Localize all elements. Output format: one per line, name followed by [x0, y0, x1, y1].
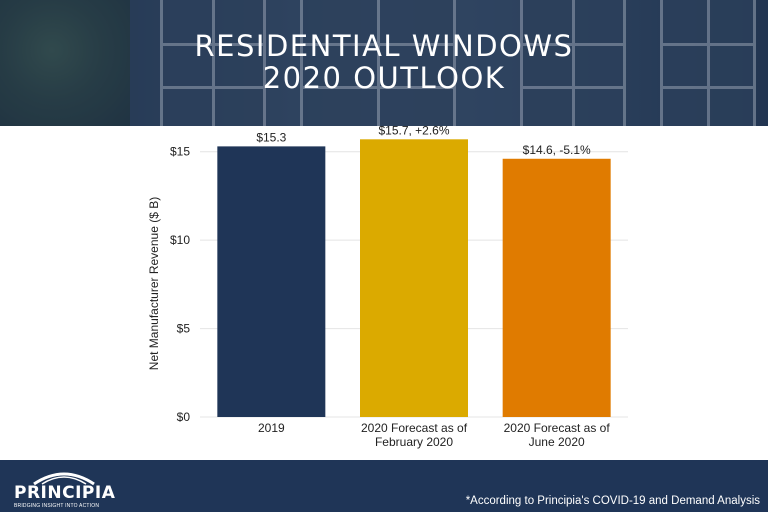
x-tick-label: 2020 Forecast as of [361, 421, 468, 435]
y-axis-label: Net Manufacturer Revenue ($ B) [147, 197, 161, 370]
header-banner: RESIDENTIAL WINDOWS 2020 OUTLOOK [0, 0, 768, 126]
page-title-line-2: 2020 OUTLOOK [262, 61, 506, 95]
footer-bar: PRINCIPIA BRIDGING INSIGHT INTO ACTION *… [0, 460, 768, 512]
x-tick-label: 2019 [258, 421, 285, 435]
source-footnote: *According to Principia's COVID-19 and D… [465, 495, 760, 507]
principia-logo: PRINCIPIA BRIDGING INSIGHT INTO ACTION [14, 468, 116, 509]
bar-data-label: $15.3 [256, 130, 286, 144]
bar [502, 158, 611, 417]
x-tick-label: June 2020 [529, 435, 585, 449]
logo-arc-icon [33, 472, 95, 486]
y-tick-label: $10 [170, 233, 190, 247]
bar-chart: $0 $5 $10 $15 Net Manufacturer Revenue ($ B)… [0, 126, 768, 460]
y-tick-label: $0 [177, 410, 191, 424]
logo-tagline: BRIDGING INSIGHT INTO ACTION [14, 503, 100, 509]
page-title: RESIDENTIAL WINDOWS 2020 OUTLOOK [0, 30, 768, 94]
bar-chart-svg: $0 $5 $10 $15 Net Manufacturer Revenue ($ B)… [147, 126, 628, 449]
banner-overlay [0, 0, 768, 126]
y-tick-label: $5 [177, 322, 191, 336]
bar [360, 139, 468, 417]
bar-data-label: $15.7, +2.6% [378, 126, 449, 137]
bar-data-label: $14.6, -5.1% [523, 143, 591, 157]
page-title-line-1: RESIDENTIAL WINDOWS [194, 29, 574, 63]
bar [217, 146, 326, 417]
logo-wordmark: PRINCIPIA [14, 483, 116, 503]
x-tick-label: February 2020 [375, 435, 453, 449]
y-tick-label: $15 [170, 145, 190, 159]
x-tick-label: 2020 Forecast as of [504, 421, 611, 435]
